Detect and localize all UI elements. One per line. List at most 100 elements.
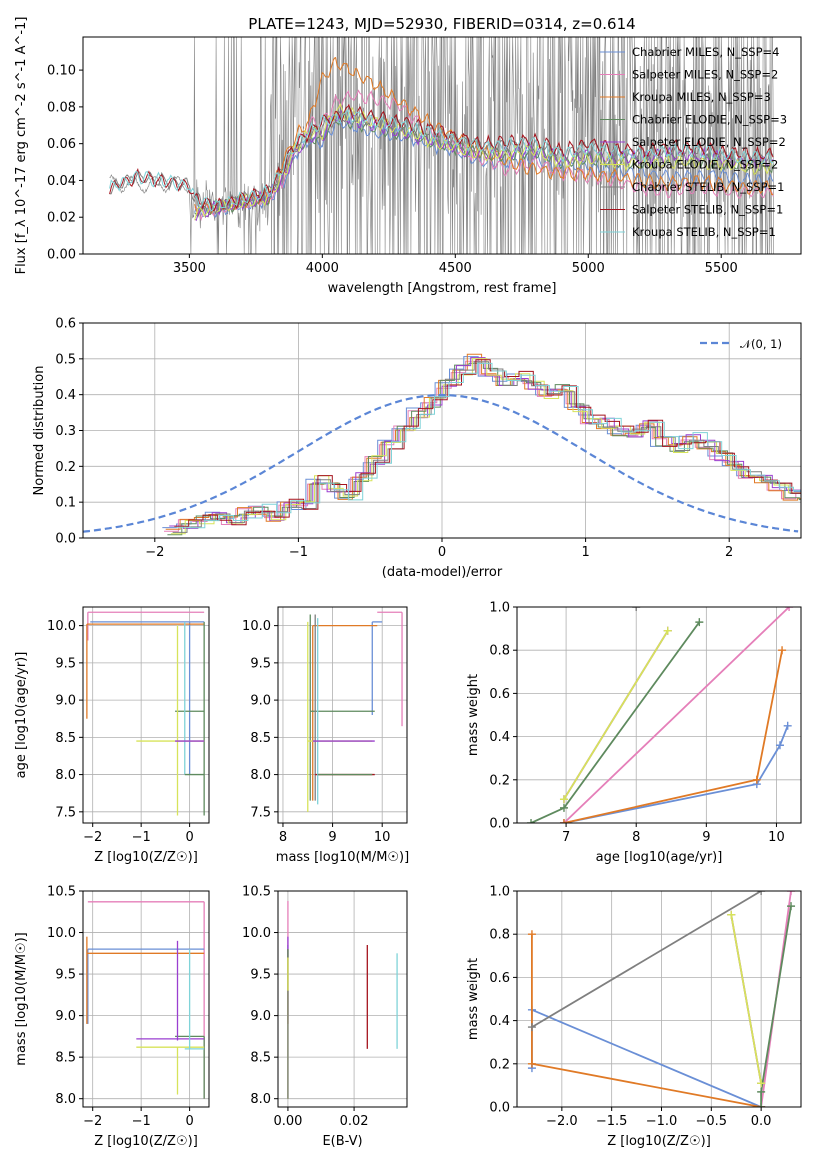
age_vs_Z-x-label: Z [log10(Z/Z☉)]	[94, 850, 198, 865]
x-tick-label: 0.0	[751, 1114, 772, 1129]
gaussian-line	[83, 393, 799, 533]
mass_vs_EBV-frame	[277, 890, 408, 1108]
data-point	[787, 891, 796, 895]
massweight_vs_Z-y-label: mass weight	[466, 958, 481, 1040]
data-point	[527, 1023, 536, 1032]
mass_vs_Z-frame	[82, 890, 210, 1108]
legend-label: Kroupa STELIB, N_SSP=1	[632, 225, 776, 239]
spectrum-x-label: wavelength [Angstrom, rest frame]	[328, 281, 557, 296]
y-tick-label: 8.5	[250, 731, 271, 746]
histogram-step-line	[176, 362, 801, 529]
y-tick-label: 9.5	[250, 968, 271, 983]
legend-label: Chabrier STELIB, N_SSP=1	[632, 180, 784, 194]
y-tick-label: 0.2	[489, 1057, 510, 1072]
y-tick-label: 10.0	[242, 619, 271, 634]
age_vs_Z-frame	[82, 606, 210, 824]
y-tick-label: 0.4	[489, 1014, 510, 1029]
figure-title: PLATE=1243, MJD=52930, FIBERID=0314, z=0…	[248, 15, 635, 33]
legend-label: Salpeter MILES, N_SSP=2	[632, 68, 778, 82]
y-tick-label: 9.0	[250, 1009, 271, 1024]
x-tick-label: −1	[132, 1114, 151, 1129]
legend-label: Salpeter ELODIE, N_SSP=2	[632, 135, 786, 149]
x-tick-label: 4000	[306, 261, 339, 276]
y-tick-label: 7.5	[55, 805, 76, 820]
massweight_vs_Z-axes: −2.0 −1.5 −1.0 −0.5 0.0 0.0 0.2 0.4 0.6 0.8 1.0	[489, 885, 801, 1129]
age_vs_mass-x-label: mass [log10(M/M☉)]	[276, 850, 409, 865]
mass_vs_EBV-x-label: E(B-V)	[322, 1134, 362, 1149]
massweight_vs_age-frame	[516, 606, 802, 824]
x-tick-label: 0	[185, 830, 193, 845]
mass_vs_Z-plot	[86, 901, 205, 1099]
y-tick-label: 7.5	[250, 805, 271, 820]
y-tick-label: 0.8	[489, 928, 510, 943]
mass_vs_Z-x-label: Z [log10(Z/Z☉)]	[94, 1134, 198, 1149]
spectrum-axes: 3500 4000 4500 5000 5500 0.00 0.02 0.04 0.06 0.08…	[47, 64, 738, 276]
y-tick-label: 9.5	[55, 656, 76, 671]
y-tick-label: 8.0	[55, 768, 76, 783]
y-tick-label: 10.5	[47, 885, 76, 900]
y-tick-label: 0.0	[489, 817, 510, 832]
data-point	[559, 795, 568, 804]
data-point	[775, 741, 784, 750]
x-tick-label: 4500	[439, 261, 472, 276]
y-tick-label: 8.0	[250, 1092, 271, 1107]
mass_vs_EBV-axes: 0.00 0.02 8.0 8.5 9.0 9.5 10.0 10.5	[242, 885, 407, 1129]
x-tick-label: −1.0	[646, 1114, 678, 1129]
y-tick-label: 0.10	[47, 64, 76, 79]
data-point	[757, 1103, 766, 1107]
spectrum-frame	[82, 36, 802, 255]
x-tick-label: −1.5	[596, 1114, 628, 1129]
spectrum-legend: Chabrier MILES, N_SSP=4 Salpeter MILES, N…	[600, 45, 787, 239]
spectrum-y-label: Flux [f_λ 10^-17 erg cm^-2 s^-1 A^-1]	[14, 17, 29, 275]
y-tick-label: 0.6	[55, 317, 76, 332]
y-tick-label: 0.2	[489, 773, 510, 788]
y-tick-label: 9.0	[55, 1009, 76, 1024]
mass_vs_Z-y-label: mass [log10(M/M☉)]	[14, 932, 29, 1065]
y-tick-label: 0.3	[55, 424, 76, 439]
spectrum-plot	[109, 37, 775, 254]
y-tick-label: 10.5	[242, 885, 271, 900]
y-tick-label: 8.5	[250, 1051, 271, 1066]
y-tick-label: 0.08	[47, 100, 76, 115]
legend-label: Salpeter STELIB, N_SSP=1	[632, 203, 783, 217]
y-tick-label: 0.1	[55, 496, 76, 511]
data-point	[695, 618, 704, 627]
age_vs_mass-plot	[307, 611, 403, 812]
data-point	[783, 721, 792, 730]
x-tick-label: 7	[562, 830, 570, 845]
data-point	[559, 819, 568, 823]
massweight_vs_age-axes: 7 8 9 10 0.0 0.2 0.4 0.6 0.8 1.0	[489, 601, 801, 845]
y-tick-label: 8.5	[55, 731, 76, 746]
residuals-x-label: (data-model)/error	[382, 565, 503, 580]
y-tick-label: 0.2	[55, 460, 76, 475]
data-point	[752, 775, 761, 784]
age_vs_Z-y-label: age [log10(age/yr)]	[14, 652, 29, 779]
x-tick-label: −2	[145, 545, 164, 560]
series-line	[531, 1008, 762, 1107]
residuals-y-label: Normed distribution	[32, 366, 47, 496]
y-tick-label: 0.5	[55, 352, 76, 367]
y-tick-label: 0.4	[55, 388, 76, 403]
data-point	[757, 1087, 766, 1096]
y-tick-label: 0.6	[489, 971, 510, 986]
data-point	[527, 1059, 536, 1068]
age_vs_Z-axes: −2 −1 0 7.5 8.0 8.5 9.0 9.5 10.0	[47, 607, 209, 845]
x-tick-label: 8	[632, 830, 640, 845]
series-line	[563, 607, 790, 823]
data-point	[559, 803, 568, 812]
y-tick-label: 0.06	[47, 137, 76, 152]
x-tick-label: 9	[328, 830, 336, 845]
y-tick-label: 0.4	[489, 730, 510, 745]
y-tick-label: 0.0	[489, 1101, 510, 1116]
data-point	[757, 1079, 766, 1088]
mass_vs_Z-axes: −2 −1 0 8.0 8.5 9.0 9.5 10.0 10.5	[47, 885, 209, 1129]
data-point	[757, 891, 766, 895]
y-tick-label: 0.04	[47, 174, 76, 189]
x-tick-label: 3500	[173, 261, 206, 276]
mass_vs_EBV-plot	[287, 900, 398, 1099]
y-tick-label: 8.5	[55, 1051, 76, 1066]
age_vs_mass-axes: 8 9 10 7.5 8.0 8.5 9.0 9.5 10.0	[242, 607, 407, 845]
x-tick-label: −1	[289, 545, 308, 560]
residuals-frame	[82, 322, 802, 539]
x-tick-label: 0.02	[340, 1114, 369, 1129]
